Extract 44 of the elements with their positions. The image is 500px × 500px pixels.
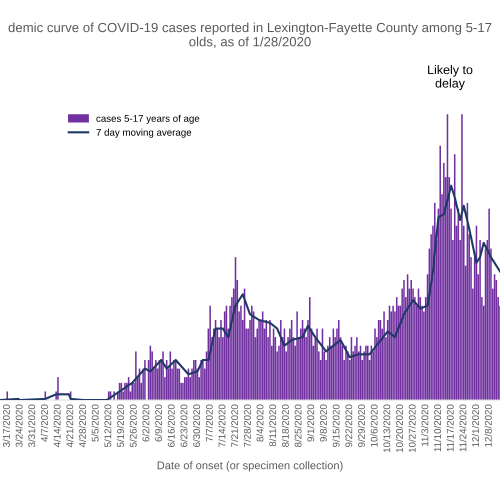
x-tick-label: 7/7/2020 bbox=[206, 404, 213, 442]
chart-title: demic curve of COVID-19 cases reported in Lexington-Fayette County among 5-17 olds, as of 1/28/2020 bbox=[8, 22, 492, 48]
x-tick-label: 10/20/2020 bbox=[396, 404, 403, 452]
x-tick-label: 6/16/2020 bbox=[168, 404, 175, 447]
x-tick-label: 12/1/2020 bbox=[472, 404, 480, 447]
x-tick-label: 4/14/2020 bbox=[53, 404, 61, 448]
x-tick-label: 5/19/2020 bbox=[116, 404, 124, 448]
x-tick-label: 5/12/2020 bbox=[104, 404, 112, 448]
x-tick-label: 9/15/2020 bbox=[332, 404, 340, 447]
x-tick-label: 3/24/2020 bbox=[15, 404, 23, 448]
text: Likely to delay bbox=[428, 65, 472, 90]
x-tick-label: 4/28/2020 bbox=[78, 404, 86, 448]
x-tick-label: 7/14/2020 bbox=[218, 404, 226, 447]
x-tick-label: 9/8/2020 bbox=[320, 404, 327, 442]
x-tick-label: 9/29/2020 bbox=[358, 404, 365, 447]
x-tick-label: 11/24/2020 bbox=[459, 404, 466, 452]
x-tick-label: 6/9/2020 bbox=[154, 404, 162, 442]
x-tick-label: 10/27/2020 bbox=[408, 404, 416, 452]
x-tick-label: 10/13/2020 bbox=[383, 404, 390, 452]
x-tick-label: 4/7/2020 bbox=[40, 404, 48, 442]
x-tick-label: 6/2/2020 bbox=[142, 404, 150, 442]
x-tick-label: 11/3/2020 bbox=[421, 404, 428, 446]
x-tick-label: 7/28/2020 bbox=[244, 404, 251, 447]
x-tick-label: 8/4/2020 bbox=[256, 404, 264, 442]
x-axis-title: Date of onset (or specimen collection) bbox=[158, 461, 343, 472]
x-tick-label: 11/10/2020 bbox=[434, 404, 442, 452]
x-tick-label: 10/6/2020 bbox=[370, 404, 378, 447]
x-tick-label: 5/26/2020 bbox=[130, 404, 137, 448]
x-tick-label: 8/18/2020 bbox=[282, 404, 289, 447]
x-tick-label: 8/11/2020 bbox=[269, 404, 276, 446]
x-tick-label: 6/30/2020 bbox=[192, 404, 200, 447]
legend-label: cases 5-17 years of age bbox=[96, 114, 200, 124]
x-tick-label: 4/21/2020 bbox=[66, 404, 74, 448]
x-tick-label: 9/1/2020 bbox=[307, 404, 314, 442]
x-tick-label: 5/5/2020 bbox=[91, 404, 99, 442]
x-tick-label: 7/21/2020 bbox=[230, 404, 238, 447]
x-tick-label: 6/23/2020 bbox=[180, 404, 188, 447]
x-tick-label: 9/22/2020 bbox=[345, 404, 352, 447]
legend-label: 7 day moving average bbox=[96, 128, 192, 138]
x-tick-label: 12/8/2020 bbox=[484, 404, 492, 447]
x-tick-label: 11/17/2020 bbox=[446, 404, 454, 452]
x-tick-label: 3/17/2020 bbox=[2, 404, 10, 448]
x-tick-label: 3/31/2020 bbox=[28, 404, 36, 448]
x-tick-label: 8/25/2020 bbox=[294, 404, 302, 447]
